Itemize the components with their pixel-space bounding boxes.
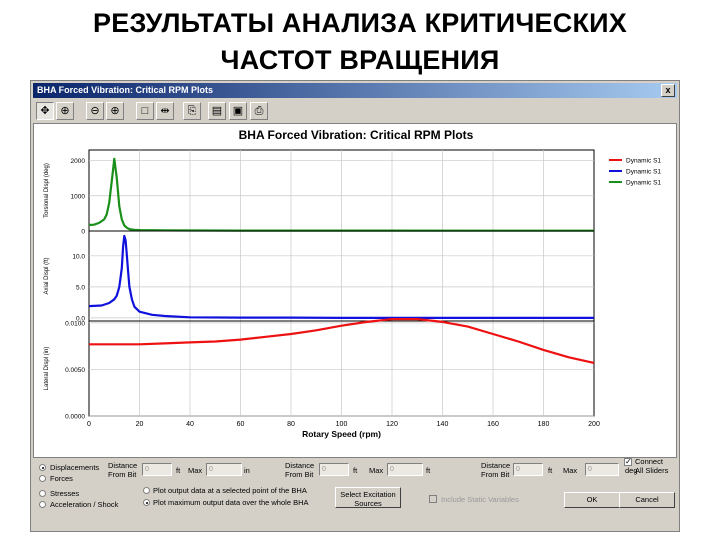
g1-max-label: Max [188, 466, 203, 475]
y-tick-label: 1000 [71, 193, 86, 200]
y-axis-label: Torsional Displ (deg) [44, 163, 50, 218]
radio-stresses-label: Stresses [50, 489, 80, 498]
zoom-window-icon[interactable]: ⊕ [56, 102, 74, 120]
radio-plot-maximum[interactable] [143, 499, 150, 506]
g1-max-field[interactable]: 0 [206, 463, 242, 476]
x-axis-label: Rotary Speed (rpm) [302, 429, 381, 439]
g2-from-bit-label: From Bit [285, 470, 314, 479]
g2-distance-field[interactable]: 0 [319, 463, 349, 476]
x-tick-label: 140 [437, 421, 449, 428]
x-tick-label: 0 [87, 421, 91, 428]
radio-stresses[interactable] [39, 490, 46, 497]
slide-title-line-2: ЧАСТОТ ВРАЩЕНИЯ [220, 45, 500, 75]
x-tick-label: 100 [336, 421, 348, 428]
g3-from-bit-label: From Bit [481, 470, 510, 479]
plot-title: BHA Forced Vibration: Critical RPM Plots [238, 128, 474, 142]
select-excitation-label-1: Select Excitation [340, 490, 396, 499]
y-tick-label: 10.0 [72, 253, 85, 260]
radio-plot-maximum-label: Plot maximum output data over the whole … [153, 498, 309, 507]
x-tick-label: 180 [538, 421, 550, 428]
move-icon[interactable]: ✥ [36, 102, 54, 120]
g3-max-field[interactable]: 0 [585, 463, 619, 476]
connect-sliders-checkbox[interactable]: ✓ [624, 457, 632, 466]
select-excitation-button[interactable]: Select Excitation Sources [335, 487, 401, 508]
series-line [88, 157, 595, 232]
window-title: BHA Forced Vibration: Critical RPM Plots [37, 85, 214, 95]
g1-distance-unit: ft [176, 466, 181, 475]
y-tick-label: 0.0 [76, 315, 85, 322]
x-tick-label: 160 [487, 421, 499, 428]
g1-max-unit: in [244, 466, 250, 475]
legend-label: Dynamic S1 [626, 169, 661, 176]
y-tick-label: 2000 [71, 158, 86, 165]
radio-plot-selected-point[interactable] [143, 487, 150, 494]
ok-button[interactable]: OK [564, 492, 620, 508]
x-tick-label: 120 [386, 421, 398, 428]
include-static-label: Include Static Variables [441, 495, 519, 504]
g1-distance-field[interactable]: 0 [142, 463, 172, 476]
g1-distance-label: Distance [108, 461, 138, 470]
print-icon[interactable]: ⎙ [250, 102, 268, 120]
radio-acceleration-shock[interactable] [39, 501, 46, 508]
g1-from-bit-label: From Bit [108, 470, 137, 479]
connect-sliders-label-1: Connect [635, 457, 663, 466]
g3-distance-label: Distance [481, 461, 511, 470]
pan-split-icon[interactable]: ⇹ [156, 102, 174, 120]
radio-forces[interactable] [39, 475, 46, 482]
select-box-icon[interactable]: □ [136, 102, 154, 120]
legend-label: Dynamic S1 [626, 180, 661, 187]
g2-max-unit: ft [426, 466, 431, 475]
close-button[interactable]: x [661, 84, 675, 97]
x-tick-label: 60 [237, 421, 245, 428]
y-axis-label: Lateral Displ (in) [44, 347, 50, 391]
g3-distance-unit: ft [548, 466, 553, 475]
copy-icon[interactable]: ⎘ [183, 102, 201, 120]
controls-panel: Displacements Forces Stresses Accelerati… [33, 457, 677, 529]
slide-title-line-1: РЕЗУЛЬТАТЫ АНАЛИЗА КРИТИЧЕСКИХ [93, 8, 627, 38]
g2-distance-unit: ft [353, 466, 358, 475]
y-tick-label: 0.0050 [65, 367, 85, 374]
radio-plot-selected-point-label: Plot output data at a selected point of … [153, 486, 307, 495]
x-tick-label: 20 [136, 421, 144, 428]
g2-max-label: Max [369, 466, 384, 475]
radio-acceleration-shock-label: Acceleration / Shock [50, 500, 119, 509]
x-tick-label: 200 [588, 421, 600, 428]
y-tick-label: 0.0000 [65, 414, 85, 421]
zoom-out-icon[interactable]: ⊖ [86, 102, 104, 120]
y-tick-label: 0.0100 [65, 320, 85, 327]
critical-rpm-chart: 0 20 40 60 80 100 120 140 160 180 200 Rotary Speed … [44, 149, 661, 439]
y-tick-label: 0 [81, 229, 85, 236]
g3-distance-field[interactable]: 0 [513, 463, 543, 476]
g2-max-field[interactable]: 0 [387, 463, 423, 476]
x-tick-label: 40 [186, 421, 194, 428]
include-static-checkbox[interactable] [429, 495, 437, 503]
window-titlebar[interactable]: BHA Forced Vibration: Critical RPM Plots… [33, 83, 677, 98]
radio-forces-label: Forces [50, 474, 73, 483]
radio-displacements[interactable] [39, 464, 46, 471]
g3-max-unit: deg [625, 466, 638, 475]
g2-distance-label: Distance [285, 461, 315, 470]
radio-displacements-label: Displacements [50, 463, 100, 472]
cancel-button[interactable]: Cancel [619, 492, 675, 508]
save-icon[interactable]: ▣ [229, 102, 247, 120]
plot-toolbar: ✥ ⊕ ⊖ ⊕ □ ⇹ ⎘ ▤ ▣ ⎙ [33, 101, 677, 123]
critical-rpm-window: BHA Forced Vibration: Critical RPM Plots… [30, 80, 680, 532]
zoom-in-icon[interactable]: ⊕ [106, 102, 124, 120]
series-line [88, 234, 594, 319]
legend-label: Dynamic S1 [626, 158, 661, 165]
y-tick-label: 5.0 [76, 284, 85, 291]
x-tick-label: 80 [287, 421, 295, 428]
print-preview-icon[interactable]: ▤ [208, 102, 226, 120]
series-line [89, 318, 595, 364]
y-axis-label: Axial Displ (ft) [44, 257, 50, 294]
connect-sliders-label-2: All Sliders [635, 466, 669, 475]
plot-area: BHA Forced Vibration: Critical RPM Plots… [33, 123, 677, 458]
select-excitation-label-2: Sources [354, 499, 382, 508]
g3-max-label: Max [563, 466, 578, 475]
